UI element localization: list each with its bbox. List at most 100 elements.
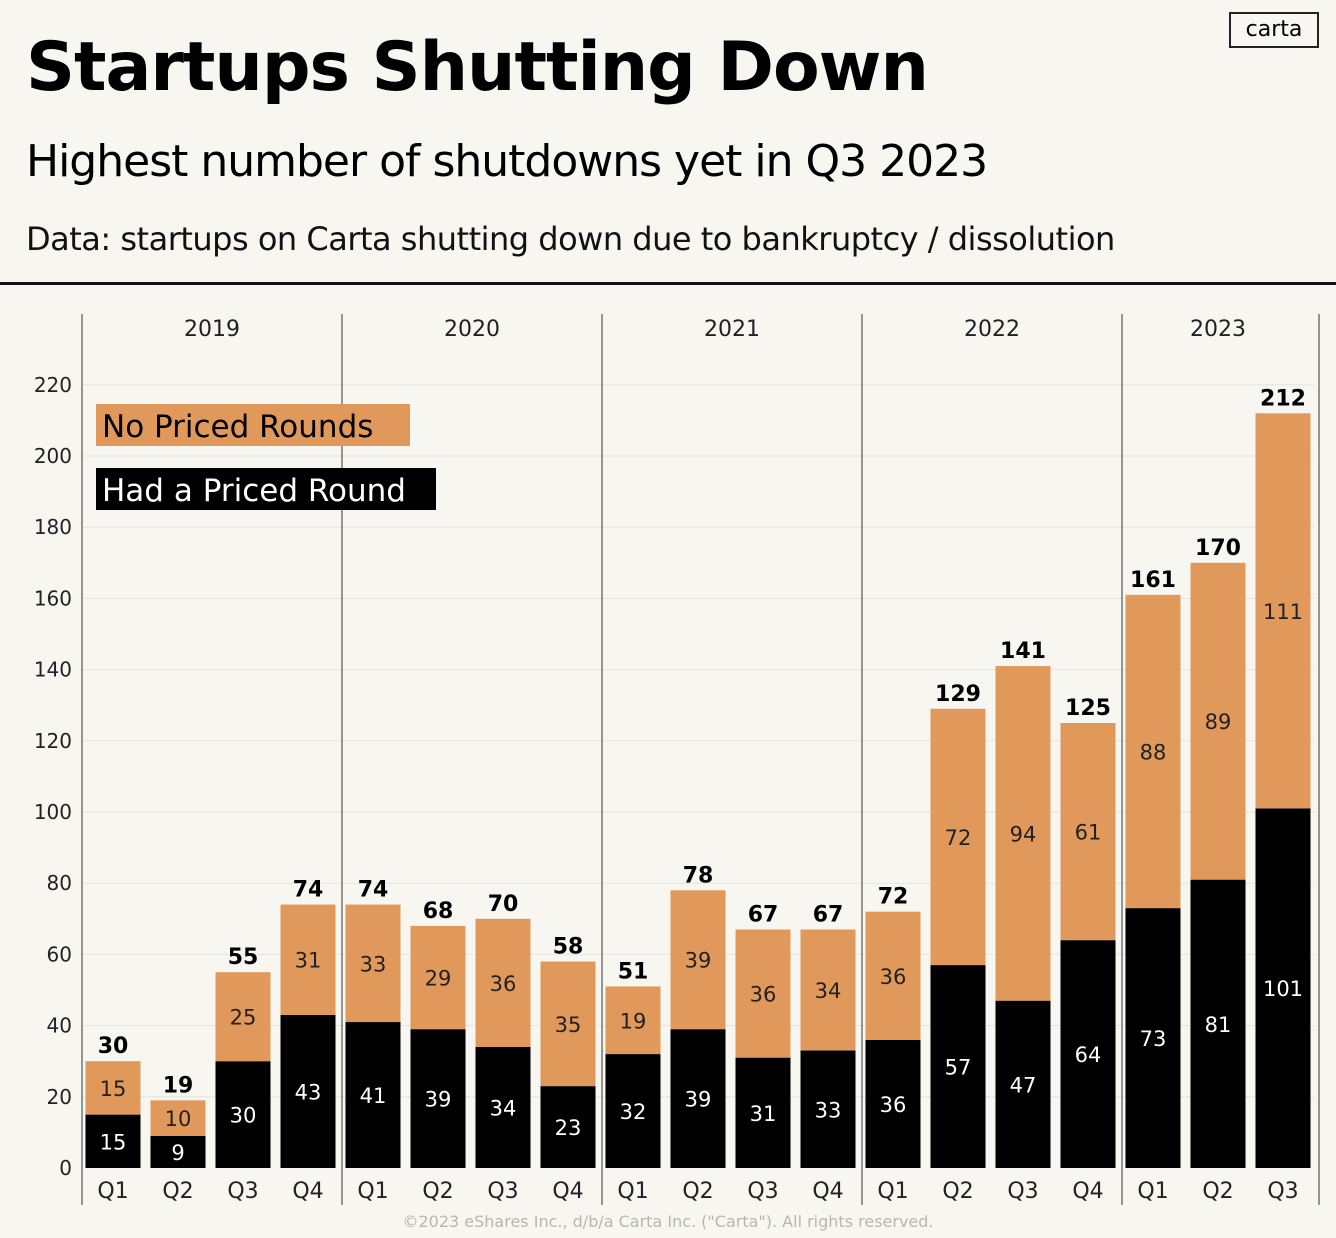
x-tick-label: Q4: [1072, 1179, 1103, 1204]
bar-no-priced-rounds: [215, 972, 271, 1062]
segment-label: 39: [685, 949, 712, 973]
segment-label: 33: [815, 1098, 842, 1122]
legend-swatch: [96, 468, 436, 510]
bar-no-priced-rounds: [800, 929, 856, 1051]
bar-no-priced-rounds: [670, 890, 726, 1030]
y-tick-label: 140: [34, 658, 72, 682]
total-label: 19: [163, 1073, 194, 1098]
y-tick-label: 100: [34, 800, 72, 824]
segment-label: 25: [230, 1006, 257, 1030]
bar-had-priced-round: [865, 1039, 921, 1168]
total-label: 161: [1130, 568, 1176, 593]
segment-label: 88: [1140, 740, 1167, 764]
segment-label: 43: [295, 1080, 322, 1104]
y-tick-label: 180: [34, 515, 72, 539]
total-label: 125: [1065, 696, 1111, 721]
segment-label: 61: [1075, 821, 1102, 845]
year-label: 2019: [184, 317, 240, 342]
bar-no-priced-rounds: [475, 918, 531, 1047]
year-label: 2021: [704, 317, 760, 342]
bar-no-priced-rounds: [1060, 723, 1116, 941]
y-tick-label: 0: [59, 1156, 72, 1180]
segment-label: 34: [490, 1096, 517, 1120]
total-label: 72: [878, 885, 909, 910]
segment-label: 111: [1263, 600, 1303, 624]
segment-label: 9: [171, 1141, 184, 1165]
x-tick-label: Q1: [97, 1179, 128, 1204]
y-tick-label: 200: [34, 444, 72, 468]
y-tick-label: 60: [47, 942, 72, 966]
y-tick-label: 40: [47, 1014, 72, 1038]
bar-had-priced-round: [800, 1050, 856, 1168]
segment-label: 64: [1075, 1043, 1102, 1067]
segment-label: 94: [1010, 822, 1037, 846]
chart-title: Startups Shutting Down: [26, 28, 929, 107]
x-tick-label: Q4: [552, 1179, 583, 1204]
y-tick-label: 80: [47, 871, 72, 895]
segment-label: 41: [360, 1084, 387, 1108]
x-tick-label: Q1: [877, 1179, 908, 1204]
segment-label: 29: [425, 967, 452, 991]
bar-had-priced-round: [345, 1022, 401, 1168]
bar-had-priced-round: [215, 1061, 271, 1168]
bar-no-priced-rounds: [280, 904, 336, 1015]
bar-no-priced-rounds: [1190, 562, 1246, 880]
segment-label: 33: [360, 952, 387, 976]
x-tick-label: Q1: [1137, 1179, 1168, 1204]
total-label: 212: [1260, 386, 1306, 411]
year-label: 2023: [1190, 317, 1246, 342]
bar-no-priced-rounds: [410, 925, 466, 1030]
bar-had-priced-round: [995, 1000, 1051, 1168]
x-tick-label: Q1: [617, 1179, 648, 1204]
segment-label: 15: [100, 1130, 127, 1154]
carta-logo: carta: [1229, 12, 1319, 48]
x-tick-label: Q2: [422, 1179, 453, 1204]
copyright: ©2023 eShares Inc., d/b/a Carta Inc. ("C…: [402, 1212, 934, 1231]
total-label: 74: [293, 878, 324, 903]
bar-no-priced-rounds: [1125, 594, 1181, 909]
legend-label: No Priced Rounds: [102, 409, 373, 445]
bar-no-priced-rounds: [995, 666, 1051, 1001]
total-label: 74: [358, 878, 389, 903]
total-label: 67: [813, 902, 844, 927]
bar-no-priced-rounds: [540, 961, 596, 1087]
x-tick-label: Q3: [747, 1179, 778, 1204]
segment-label: 57: [945, 1056, 972, 1080]
segment-label: 47: [1010, 1073, 1037, 1097]
divider: [0, 282, 1336, 285]
bar-no-priced-rounds: [930, 708, 986, 966]
bar-had-priced-round: [280, 1014, 336, 1168]
bar-had-priced-round: [540, 1086, 596, 1168]
x-tick-label: Q4: [292, 1179, 323, 1204]
total-label: 30: [98, 1034, 129, 1059]
total-label: 55: [228, 945, 259, 970]
y-tick-label: 20: [47, 1085, 72, 1109]
bar-had-priced-round: [85, 1114, 141, 1168]
y-tick-label: 120: [34, 729, 72, 753]
x-tick-label: Q1: [357, 1179, 388, 1204]
bar-had-priced-round: [930, 965, 986, 1168]
year-label: 2020: [444, 317, 500, 342]
x-tick-label: Q2: [942, 1179, 973, 1204]
bar-no-priced-rounds: [1255, 413, 1311, 809]
x-tick-label: Q3: [227, 1179, 258, 1204]
x-tick-label: Q4: [812, 1179, 843, 1204]
legend-label: Had a Priced Round: [102, 473, 406, 509]
total-label: 129: [935, 682, 981, 707]
segment-label: 81: [1205, 1013, 1232, 1037]
segment-label: 30: [230, 1104, 257, 1128]
bar-had-priced-round: [1190, 879, 1246, 1168]
segment-label: 89: [1205, 710, 1232, 734]
bar-had-priced-round: [410, 1029, 466, 1168]
total-label: 141: [1000, 639, 1046, 664]
x-tick-label: Q3: [1267, 1179, 1298, 1204]
segment-label: 34: [815, 979, 842, 1003]
segment-label: 15: [100, 1077, 127, 1101]
bar-had-priced-round: [150, 1135, 206, 1168]
legend-swatch: [96, 404, 410, 446]
year-label: 2022: [964, 317, 1020, 342]
bar-no-priced-rounds: [605, 986, 661, 1055]
bar-had-priced-round: [735, 1057, 791, 1168]
